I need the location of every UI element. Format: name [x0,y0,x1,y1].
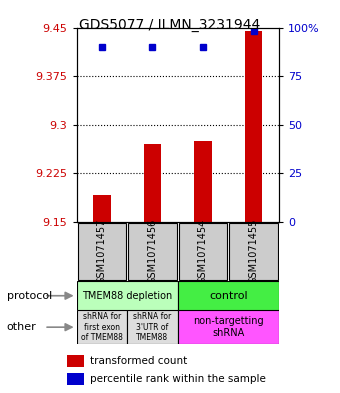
Bar [143,144,161,222]
Text: percentile rank within the sample: percentile rank within the sample [90,374,266,384]
Bar [245,31,262,222]
Bar [93,195,110,222]
Bar [127,310,177,344]
Bar [67,355,84,367]
Text: GDS5077 / ILMN_3231944: GDS5077 / ILMN_3231944 [79,18,261,32]
Bar [177,310,279,344]
Text: shRNA for
first exon
of TMEM88: shRNA for first exon of TMEM88 [81,312,123,342]
Bar [229,222,278,281]
Bar [76,310,127,344]
Bar [128,222,177,281]
Text: transformed count: transformed count [90,356,187,366]
Text: shRNA for
3'UTR of
TMEM88: shRNA for 3'UTR of TMEM88 [133,312,171,342]
Text: other: other [7,322,36,332]
Text: control: control [209,291,248,301]
Bar [76,281,177,310]
Bar [78,222,126,281]
Text: GSM1071456: GSM1071456 [147,219,157,284]
Bar [194,141,212,222]
Bar [177,281,279,310]
Text: protocol: protocol [7,290,52,301]
Text: GSM1071455: GSM1071455 [249,219,258,284]
Bar [67,373,84,385]
Text: non-targetting
shRNA: non-targetting shRNA [193,316,264,338]
Text: GSM1071454: GSM1071454 [198,219,208,284]
Text: TMEM88 depletion: TMEM88 depletion [82,291,172,301]
Text: GSM1071457: GSM1071457 [97,219,107,284]
Bar [178,222,227,281]
